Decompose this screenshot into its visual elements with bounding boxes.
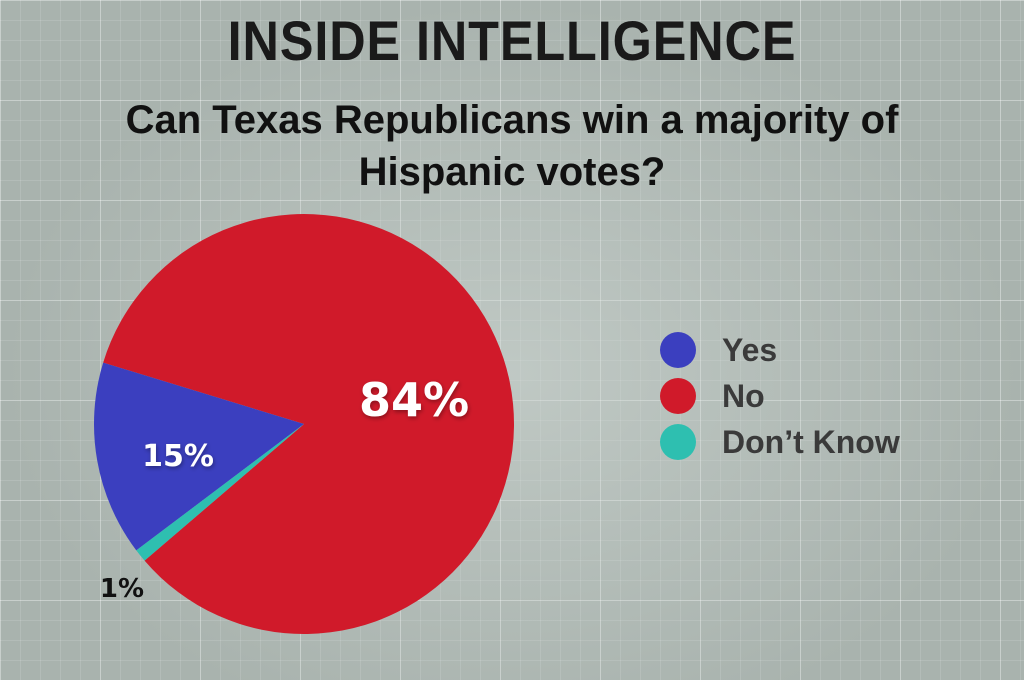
legend-label: Yes [722,332,777,368]
legend: Yes No Don’t Know [660,332,900,460]
pie-slices [93,214,515,635]
slice-dont-know [136,424,304,561]
label-dont-know-percent: 1% [100,574,144,604]
legend-label: Don’t Know [722,424,900,460]
legend-swatch [660,378,696,414]
pie-labels: 84% 15% 1% [100,373,469,604]
slice-no [103,214,515,635]
legend-item-no: No [660,378,765,414]
label-yes-percent: 15% [142,439,214,474]
label-no-percent: 84% [359,373,469,427]
legend-item-yes: Yes [660,332,777,368]
legend-swatch [660,332,696,368]
legend-item-dont-know: Don’t Know [660,424,900,460]
legend-label: No [722,378,765,414]
page-title: INSIDE INTELLIGENCE [227,9,797,72]
chart-subtitle: Can Texas Republicans win a majority of … [125,98,899,194]
legend-swatch [660,424,696,460]
slice-yes [93,362,304,551]
